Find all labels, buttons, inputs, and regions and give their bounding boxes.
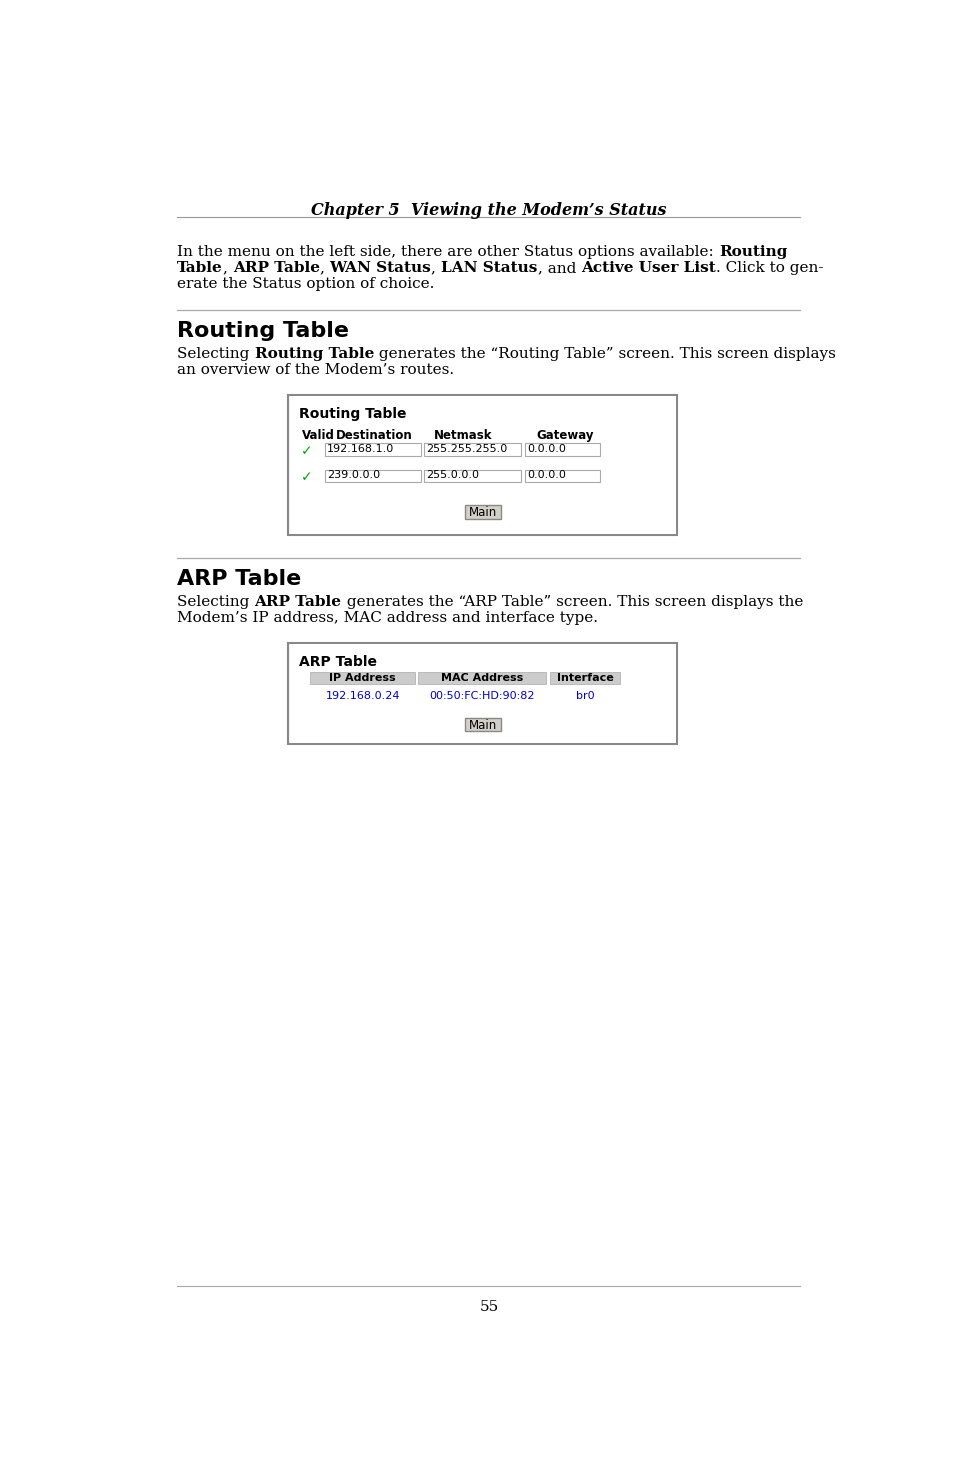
Text: br0: br0	[575, 690, 594, 701]
Text: Modem’s IP address, MAC address and interface type.: Modem’s IP address, MAC address and inte…	[177, 611, 598, 625]
Text: . Click to gen-: . Click to gen-	[715, 261, 822, 274]
Bar	[324, 469, 421, 482]
Bar	[423, 444, 520, 456]
Text: IP Address: IP Address	[329, 673, 395, 683]
Bar	[524, 469, 599, 482]
Text: WAN Status: WAN Status	[330, 261, 431, 274]
Text: erate the Status option of choice.: erate the Status option of choice.	[177, 277, 435, 291]
Text: In the menu on the left side, there are other Status options available:: In the menu on the left side, there are …	[177, 245, 719, 258]
Text: Routing Table: Routing Table	[177, 322, 349, 341]
Text: generates the “ARP Table” screen. This screen displays the: generates the “ARP Table” screen. This s…	[341, 594, 802, 609]
Text: ARP Table: ARP Table	[254, 594, 341, 609]
Text: Table: Table	[177, 261, 223, 274]
Text: Selecting: Selecting	[177, 347, 254, 361]
Text: , and: , and	[537, 261, 580, 274]
Text: 00:50:FC:HD:90:82: 00:50:FC:HD:90:82	[429, 690, 534, 701]
Text: ,: ,	[431, 261, 440, 274]
Text: Destination: Destination	[335, 429, 413, 442]
Bar	[288, 395, 677, 535]
Bar	[288, 643, 677, 745]
Text: 192.168.1.0: 192.168.1.0	[327, 444, 394, 454]
Text: Chapter 5  Viewing the Modem’s Status: Chapter 5 Viewing the Modem’s Status	[311, 202, 666, 218]
Text: Interface: Interface	[556, 673, 613, 683]
Text: Valid: Valid	[302, 429, 335, 442]
Text: Routing Table: Routing Table	[298, 407, 406, 422]
Text: ✓: ✓	[301, 444, 313, 459]
Text: 55: 55	[478, 1299, 498, 1314]
Text: MAC Address: MAC Address	[440, 673, 522, 683]
Text: Active User List: Active User List	[580, 261, 715, 274]
Bar	[324, 444, 421, 456]
Text: 0.0.0.0: 0.0.0.0	[526, 471, 565, 481]
Text: Main: Main	[468, 718, 497, 732]
Bar	[310, 673, 415, 683]
Bar	[524, 444, 599, 456]
Text: generates the “Routing Table” screen. This screen displays: generates the “Routing Table” screen. Th…	[374, 347, 835, 361]
Text: Routing: Routing	[719, 245, 786, 258]
Text: ARP Table: ARP Table	[233, 261, 319, 274]
Text: Routing Table: Routing Table	[254, 347, 374, 361]
Text: 255.255.255.0: 255.255.255.0	[426, 444, 507, 454]
Text: ARP Table: ARP Table	[177, 569, 301, 589]
Text: 0.0.0.0: 0.0.0.0	[526, 444, 565, 454]
Bar	[423, 469, 520, 482]
Text: an overview of the Modem’s routes.: an overview of the Modem’s routes.	[177, 363, 454, 378]
Text: 192.168.0.24: 192.168.0.24	[325, 690, 399, 701]
Text: ,: ,	[223, 261, 233, 274]
Bar	[550, 673, 619, 683]
Text: ✓: ✓	[301, 471, 313, 484]
Text: Selecting: Selecting	[177, 594, 254, 609]
Text: Main: Main	[468, 506, 497, 519]
Bar	[290, 397, 675, 534]
Text: ,: ,	[319, 261, 330, 274]
Text: LAN Status: LAN Status	[440, 261, 537, 274]
Text: Gateway: Gateway	[536, 429, 593, 442]
Bar	[464, 504, 500, 519]
Text: 239.0.0.0: 239.0.0.0	[327, 471, 379, 481]
Bar	[418, 673, 545, 683]
Bar	[290, 645, 675, 743]
Bar	[464, 717, 500, 732]
Text: 255.0.0.0: 255.0.0.0	[426, 471, 478, 481]
Text: Netmask: Netmask	[434, 429, 492, 442]
Text: ARP Table: ARP Table	[298, 655, 376, 670]
